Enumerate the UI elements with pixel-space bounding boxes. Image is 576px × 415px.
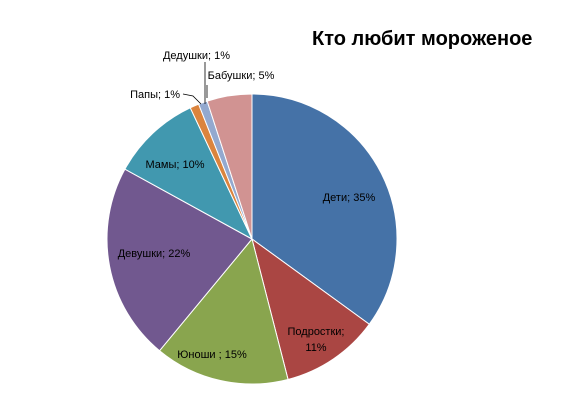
slice-labels: Дети; 35% Подростки; 11% Юноши ; 15% Девушки… [118,50,376,361]
chart-title: Кто любит мороженое [312,28,533,50]
slice-3 [158,237,289,385]
slice-label-7: Дедушки; 1% [163,50,230,62]
slice-2 [251,237,371,381]
slice-label-6: Папы; 1% [130,89,180,101]
slice-1 [251,93,398,325]
slice-label-5: Мамы; 10% [145,159,204,171]
slice-5 [124,107,254,241]
slice-label-3: Юноши ; 15% [177,349,247,361]
slice-8 [206,93,253,240]
slice-label-2: Подростки; 11% [288,326,345,354]
leader-line-6 [182,93,202,105]
pie-slices [106,93,398,385]
slice-label-1: Дети; 35% [323,192,376,204]
slice-label-4: Девушки; 22% [118,248,191,260]
leader-lines [182,62,208,105]
slice-label-8: Бабушки; 5% [208,70,275,82]
slice-4 [106,168,253,352]
